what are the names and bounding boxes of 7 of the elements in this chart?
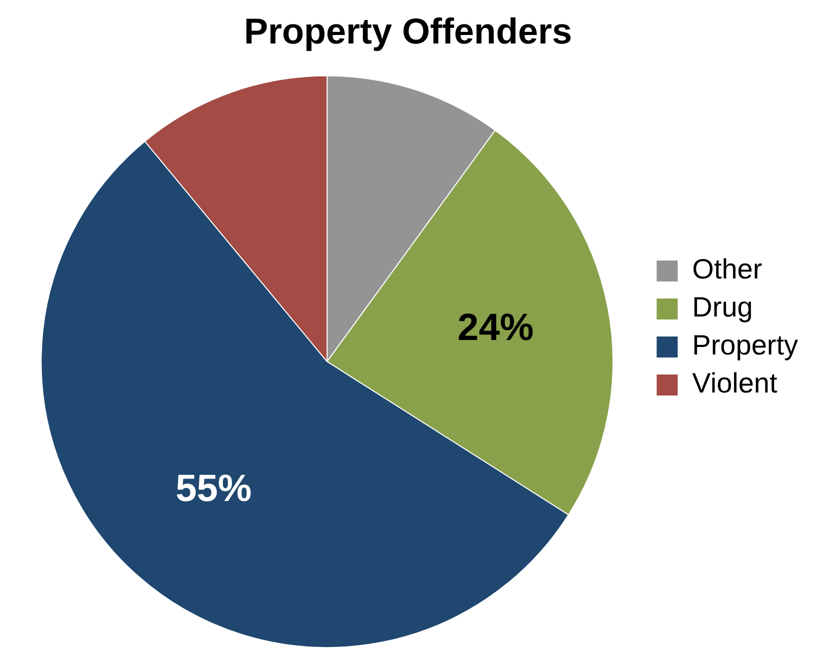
legend-label: Drug	[692, 292, 753, 323]
legend-label: Violent	[692, 368, 778, 399]
legend-label: Property	[692, 330, 798, 361]
data-label: 24%	[458, 306, 534, 349]
legend-label: Other	[692, 254, 762, 285]
chart-title: Property Offenders	[244, 10, 572, 52]
data-label: 55%	[176, 468, 252, 510]
